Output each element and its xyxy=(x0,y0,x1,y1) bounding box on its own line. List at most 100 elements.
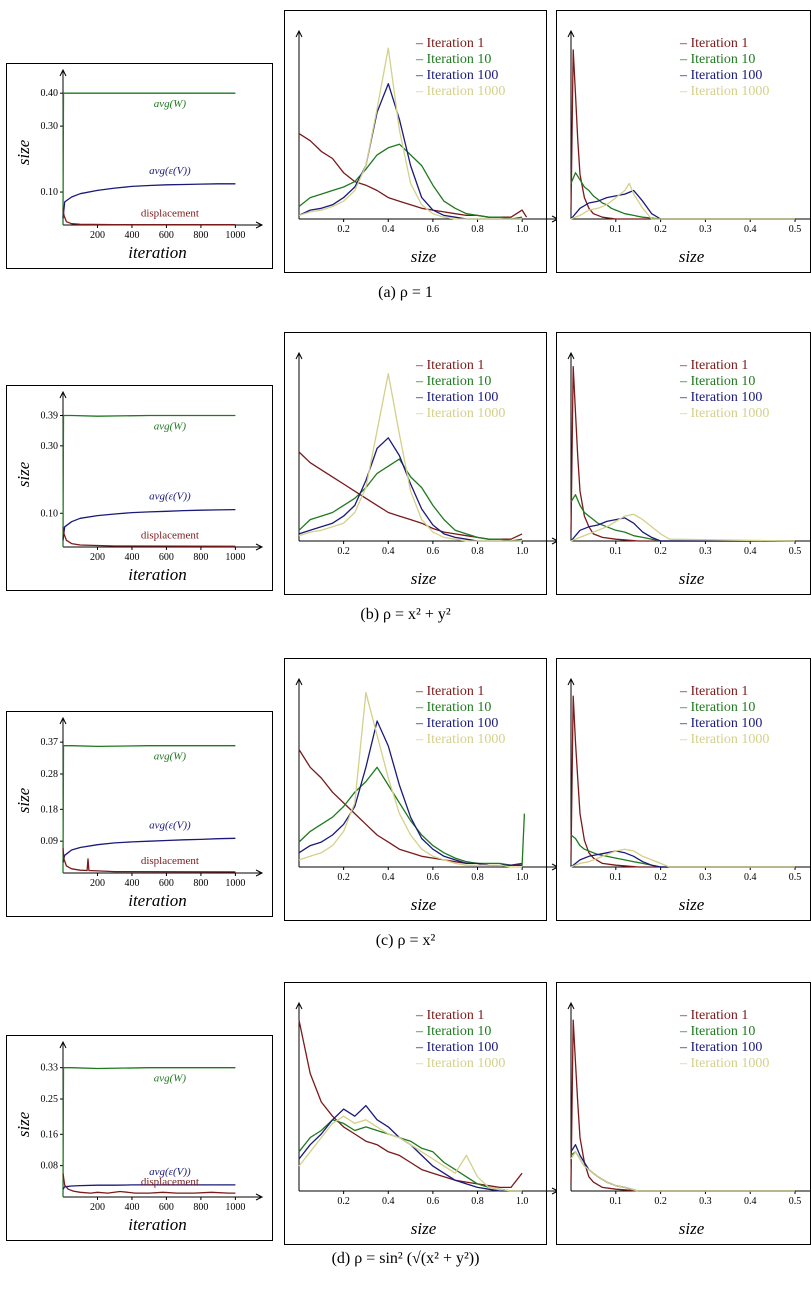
x-axis-label: iteration xyxy=(128,565,187,584)
series-line-disp xyxy=(62,526,236,547)
x-axis-label: iteration xyxy=(128,891,187,910)
caption-a: (a) ρ = 1 xyxy=(378,284,433,301)
series-line-avgEps xyxy=(62,837,236,863)
x-tick-label: 0.8 xyxy=(471,1196,484,1207)
x-axis-label: size xyxy=(679,895,705,914)
x-axis-arrow xyxy=(255,869,264,877)
y-tick-label: 0.25 xyxy=(41,1094,59,1105)
legend-iter100: – Iteration 100 xyxy=(415,68,498,83)
series-line-iter1000 xyxy=(298,1115,523,1192)
series-line-iter10 xyxy=(298,766,526,866)
annotation-avgEps: avg(ε(V)) xyxy=(149,491,191,503)
x-tick-label: 0.6 xyxy=(427,546,440,557)
x-axis-label: size xyxy=(411,895,437,914)
chart-d-right-frame: 0.1 0.2 0.3 0.4 0.5 size – Iteration 1– Iterat… xyxy=(556,982,811,1245)
series-line-avgEps xyxy=(62,508,236,541)
series-line-iter100 xyxy=(570,1144,795,1192)
x-tick-label: 0.2 xyxy=(654,546,667,557)
x-axis-label: size xyxy=(411,1219,437,1238)
series-line-iter10 xyxy=(570,494,795,542)
x-tick-label: 0.3 xyxy=(699,872,712,883)
y-axis-arrow xyxy=(59,716,67,725)
y-tick-label: 0.28 xyxy=(41,769,59,780)
y-axis-arrow xyxy=(295,677,303,686)
series-line-iter100 xyxy=(298,1104,523,1192)
x-tick-label: 0.4 xyxy=(382,546,395,557)
x-tick-label: 1000 xyxy=(225,878,245,889)
y-axis-label: size xyxy=(14,787,33,813)
y-axis-arrow xyxy=(59,68,67,77)
figure-row-c: 200 400 600 800 1000 0.09 0.18 0.28 0.37 iteratio… xyxy=(0,648,811,968)
series-line-avgW xyxy=(62,1067,236,1198)
x-tick-label: 600 xyxy=(159,878,174,889)
y-axis-arrow xyxy=(567,1001,575,1010)
x-tick-label: 0.3 xyxy=(699,224,712,235)
y-tick-label: 0.08 xyxy=(41,1161,59,1172)
legend-iter1: – Iteration 1 xyxy=(415,358,484,373)
x-tick-label: 400 xyxy=(124,230,139,241)
x-tick-label: 0.4 xyxy=(744,546,757,557)
series-line-disp xyxy=(62,208,236,226)
series-line-iter10 xyxy=(298,458,523,542)
annotation-avgEps: avg(ε(V)) xyxy=(149,165,191,177)
chart-b-right-frame: 0.1 0.2 0.3 0.4 0.5 size – Iteration 1– Iterat… xyxy=(556,332,811,595)
chart-a-left-frame: 200 400 600 800 1000 0.10 0.30 0.40 iteration siz… xyxy=(6,63,273,269)
y-axis-label: size xyxy=(14,1111,33,1137)
legend-iter1: – Iteration 1 xyxy=(415,1008,484,1023)
legend-iter10: – Iteration 10 xyxy=(415,374,491,389)
x-tick-label: 0.6 xyxy=(427,1196,440,1207)
x-tick-label: 400 xyxy=(124,552,139,563)
series-line-iter1000 xyxy=(570,1151,795,1192)
legend-iter100: – Iteration 100 xyxy=(415,1040,498,1055)
y-axis-arrow xyxy=(295,29,303,38)
chart-d-mid-frame: 0.2 0.4 0.6 0.8 1.0 size – Iteration 1– Iterat… xyxy=(284,982,560,1245)
series-line-iter1 xyxy=(298,749,523,866)
x-tick-label: 0.2 xyxy=(654,1196,667,1207)
legend-iter1000: – Iteration 1000 xyxy=(679,84,769,99)
annotation-disp: displacement xyxy=(141,529,199,541)
y-tick-label: 0.30 xyxy=(41,441,59,452)
x-tick-label: 0.4 xyxy=(744,224,757,235)
annotation-disp: displacement xyxy=(141,855,199,867)
legend-iter100: – Iteration 100 xyxy=(415,716,498,731)
y-axis-arrow xyxy=(295,1001,303,1010)
x-tick-label: 0.8 xyxy=(471,872,484,883)
series-line-iter1000 xyxy=(570,848,795,868)
figure-row-b: 200 400 600 800 1000 0.10 0.30 0.39 iteration siz… xyxy=(0,322,811,642)
figure-row-a: 200 400 600 800 1000 0.10 0.30 0.40 iteration siz… xyxy=(0,0,811,320)
x-tick-label: 1.0 xyxy=(516,224,529,235)
caption-b: (b) ρ = x² + y² xyxy=(360,606,451,623)
x-tick-label: 0.2 xyxy=(337,546,350,557)
annotation-avgW: avg(W) xyxy=(154,420,187,432)
y-axis-arrow xyxy=(59,1040,67,1049)
x-tick-label: 800 xyxy=(193,1202,208,1213)
series-line-iter1 xyxy=(570,365,795,542)
x-tick-label: 200 xyxy=(90,878,105,889)
legend-iter10: – Iteration 10 xyxy=(415,1024,491,1039)
x-axis-label: size xyxy=(679,1219,705,1238)
y-tick-label: 0.16 xyxy=(41,1129,59,1140)
series-line-iter10 xyxy=(570,834,795,868)
y-axis-arrow xyxy=(295,351,303,360)
x-axis-label: size xyxy=(411,569,437,588)
x-tick-label: 1000 xyxy=(225,552,245,563)
annotation-avgW: avg(W) xyxy=(154,1073,187,1085)
series-line-disp xyxy=(62,848,236,873)
annotation-disp: displacement xyxy=(141,208,199,220)
figure-row-d: 200 400 600 800 1000 0.08 0.16 0.25 0.33 iteratio… xyxy=(0,972,811,1292)
legend-iter1: – Iteration 1 xyxy=(415,684,484,699)
chart-b-left: 200 400 600 800 1000 0.10 0.30 0.39 iteration siz… xyxy=(14,390,264,584)
chart-c-left-frame: 200 400 600 800 1000 0.09 0.18 0.28 0.37 iteratio… xyxy=(6,711,273,917)
chart-c-right-frame: 0.1 0.2 0.3 0.4 0.5 size – Iteration 1– Iterat… xyxy=(556,658,811,921)
x-tick-label: 600 xyxy=(159,230,174,241)
x-tick-label: 0.1 xyxy=(610,1196,623,1207)
legend-iter100: – Iteration 100 xyxy=(679,390,762,405)
y-tick-label: 0.09 xyxy=(41,836,59,847)
y-axis-arrow xyxy=(567,677,575,686)
series-line-avgW xyxy=(62,745,236,874)
annotation-avgEps: avg(ε(V)) xyxy=(149,819,191,831)
series-line-iter100 xyxy=(298,83,523,220)
series-line-iter10 xyxy=(570,172,795,220)
